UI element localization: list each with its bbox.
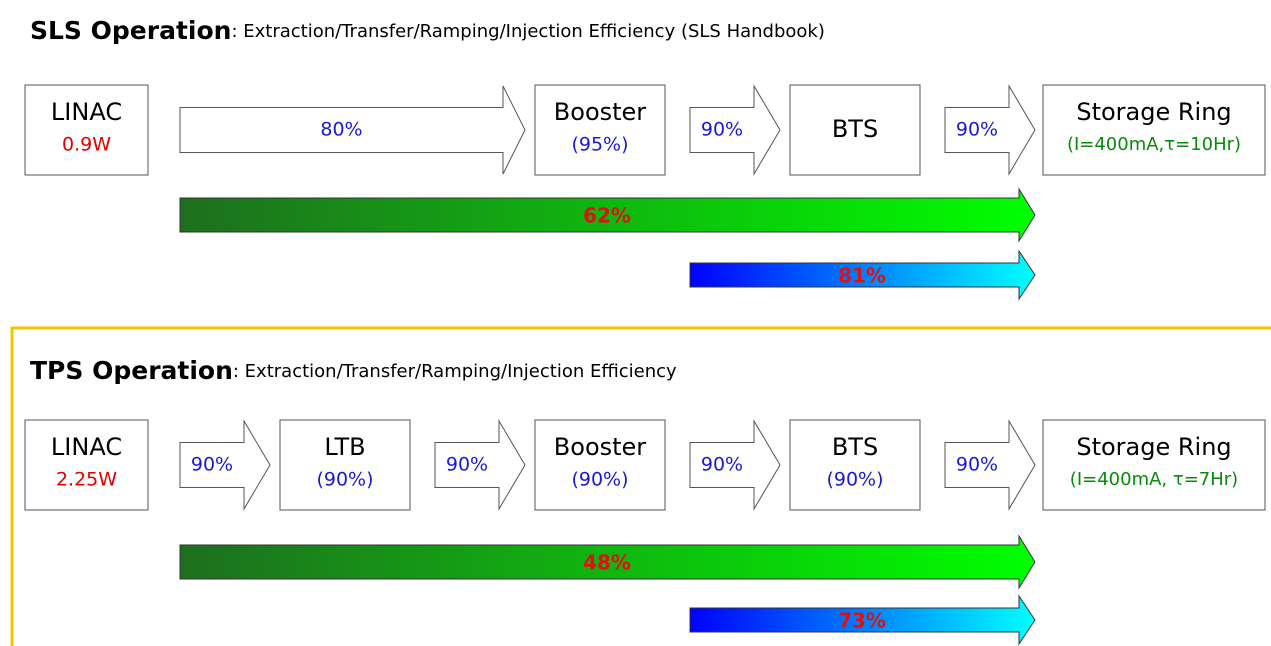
stage-box (279, 419, 411, 511)
transfer-efficiency: 90% (446, 454, 488, 476)
overall-efficiency: 81% (838, 264, 886, 288)
arrow (179, 85, 526, 175)
section-title: TPS Operation: Extraction/Transfer/Rampi… (30, 356, 677, 385)
stage-sub: (I=400mA, τ=7Hr) (1070, 469, 1238, 490)
stage-label: BTS (832, 433, 878, 461)
overall-efficiency: 73% (838, 609, 886, 633)
stage-sub: (I=400mA,τ=10Hr) (1067, 134, 1241, 155)
stage-box (24, 419, 149, 511)
stage-label: Storage Ring (1076, 98, 1231, 126)
transfer-efficiency: 90% (956, 454, 998, 476)
stage-sub: (90%) (826, 469, 883, 491)
arrow (434, 419, 526, 511)
stage-sub: (90%) (316, 469, 373, 491)
stage-box (1042, 84, 1266, 176)
arrow (689, 594, 1036, 646)
arrow (689, 249, 1036, 301)
arrow (944, 84, 1036, 176)
arrow (179, 419, 271, 511)
stage-label: LINAC (51, 98, 122, 126)
stage-sub: (95%) (571, 134, 628, 156)
arrow (689, 419, 781, 511)
section-border (10, 326, 1271, 646)
stage-sub: 2.25W (56, 469, 117, 491)
title-bold: SLS Operation (30, 16, 231, 45)
stage-sub: 0.9W (62, 134, 111, 156)
transfer-efficiency: 90% (701, 119, 743, 141)
stage-box (789, 84, 921, 176)
section-title: SLS Operation: Extraction/Transfer/Rampi… (30, 16, 825, 45)
stage-box (534, 84, 666, 176)
title-rest: : Extraction/Transfer/Ramping/Injection … (233, 361, 677, 382)
overall-efficiency: 62% (583, 204, 631, 228)
arrow (944, 419, 1036, 511)
stage-box (534, 419, 666, 511)
stage-box (789, 419, 921, 511)
overall-efficiency: 48% (583, 551, 631, 575)
stage-label: Storage Ring (1076, 433, 1231, 461)
stage-label: Booster (554, 433, 647, 461)
arrow (179, 187, 1036, 243)
transfer-efficiency: 90% (956, 119, 998, 141)
transfer-efficiency: 90% (701, 454, 743, 476)
stage-sub: (90%) (571, 469, 628, 491)
arrow (689, 84, 781, 176)
stage-label: LINAC (51, 433, 122, 461)
transfer-efficiency: 90% (191, 454, 233, 476)
title-bold: TPS Operation (30, 356, 233, 385)
stage-box (1042, 419, 1266, 511)
stage-label: BTS (832, 115, 878, 143)
stage-label: Booster (554, 98, 647, 126)
stage-box (24, 84, 149, 176)
stage-label: LTB (324, 433, 365, 461)
arrow (179, 534, 1036, 590)
title-rest: : Extraction/Transfer/Ramping/Injection … (231, 21, 824, 42)
transfer-efficiency: 80% (320, 119, 362, 141)
